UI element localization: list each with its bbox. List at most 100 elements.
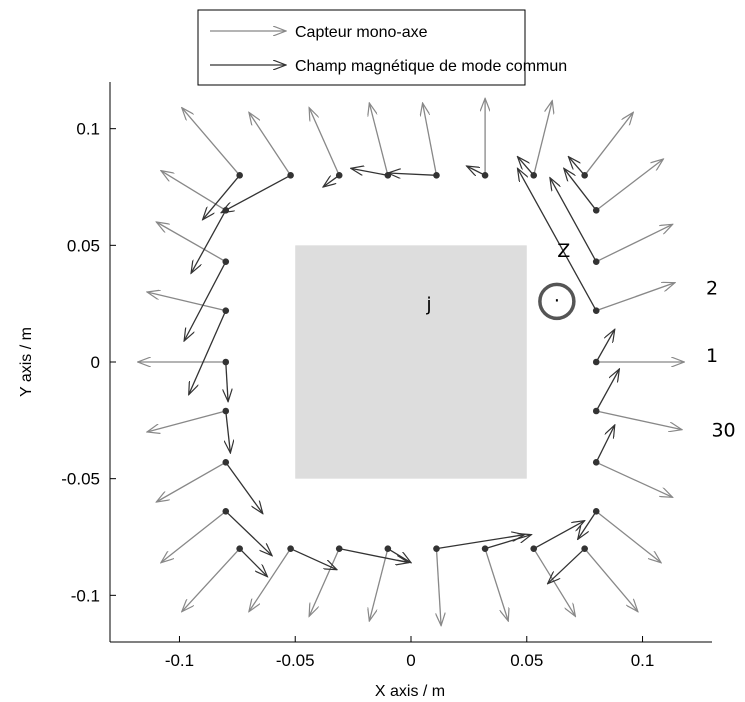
annotation-label: 1 <box>706 345 718 367</box>
x-tick-label: -0.1 <box>165 651 194 670</box>
sensor-axis-arrow <box>533 101 553 176</box>
sensor-point <box>592 207 600 214</box>
sensor-axis-arrow <box>161 171 227 211</box>
sensor-point <box>592 407 600 415</box>
sensor-axis-arrow <box>595 510 661 562</box>
common-mode-field-arrow <box>518 157 535 176</box>
sensor-axis-arrow <box>182 548 241 612</box>
sensor-axis-arrow <box>147 292 226 312</box>
sensor-point <box>236 545 243 552</box>
sensor-point <box>335 545 343 552</box>
sensor-point <box>222 207 230 214</box>
sensor-axis-arrow <box>249 548 292 612</box>
common-mode-field-arrow <box>323 174 340 187</box>
common-mode-field-arrow <box>203 174 241 219</box>
y-tick-label: 0.1 <box>76 120 100 139</box>
x-axis-label: X axis / m <box>375 683 445 700</box>
common-mode-field-arrow <box>191 210 227 273</box>
common-mode-field-arrow <box>221 174 291 212</box>
sensor-axis-arrow <box>596 283 675 312</box>
legend-box <box>197 9 526 86</box>
common-mode-field-arrow <box>595 425 615 463</box>
sensor-point <box>592 307 600 314</box>
y-axis-label: Y axis / m <box>18 327 35 397</box>
sensor-axis-arrow <box>436 548 441 626</box>
annotation-label: 2 <box>706 277 718 299</box>
field-arrows <box>184 157 619 584</box>
sensor-axis-arrow <box>484 548 508 621</box>
sensor-axis-arrow <box>147 410 226 432</box>
sensor-axis-arrow <box>584 548 638 612</box>
sensor-point <box>581 545 588 552</box>
sensor-axis-arrow <box>156 461 227 502</box>
legend: Capteur mono-axe Champ magnétique de mod… <box>197 9 567 86</box>
sensor-point <box>592 358 600 366</box>
region-square <box>295 245 527 479</box>
sensor-axis-arrow <box>369 548 389 621</box>
common-mode-field-arrow <box>339 548 408 563</box>
common-mode-field-arrow <box>548 548 586 584</box>
sensor-axis-arrow <box>161 510 227 562</box>
common-mode-field-arrow <box>226 410 231 453</box>
legend-entry-field: Champ magnétique de mode commun <box>295 58 567 75</box>
annotation-label: 30 <box>711 420 735 442</box>
y-tick-label: -0.05 <box>61 470 100 489</box>
annotation-label: . <box>554 284 560 306</box>
sensor-point <box>592 459 600 466</box>
common-mode-field-arrow <box>467 166 486 175</box>
common-mode-field-arrow <box>564 168 597 211</box>
sensor-point <box>287 172 294 179</box>
sensor-point <box>581 172 588 179</box>
sensor-point <box>222 307 230 314</box>
sensor-axis-arrow <box>182 108 241 176</box>
sensor-axis-arrow <box>156 222 227 263</box>
common-mode-field-arrow <box>225 461 263 513</box>
sensor-point <box>433 545 440 552</box>
sensor-point <box>287 545 294 552</box>
sensor-axis-arrow <box>595 461 672 497</box>
sensor-axis-arrow <box>595 224 672 263</box>
annotations: Z. 2 1 30 <box>554 240 736 442</box>
sensor-arrows <box>138 98 684 625</box>
sensor-point <box>530 172 538 179</box>
common-mode-field-arrow <box>568 157 586 176</box>
sensor-point <box>236 172 243 179</box>
common-mode-field-arrow <box>595 329 615 363</box>
sensor-points <box>222 172 600 552</box>
sensor-point <box>592 258 600 265</box>
sensor-point <box>222 258 230 265</box>
sensor-point <box>433 172 440 179</box>
sensor-axis-arrow <box>309 108 340 176</box>
common-mode-field-arrow <box>290 548 337 570</box>
common-mode-field-arrow <box>225 510 272 555</box>
y-ticks: -0.1 -0.05 0 0.05 0.1 <box>61 120 116 605</box>
x-tick-label: 0 <box>406 651 415 670</box>
sensor-point <box>384 545 392 552</box>
common-mode-field-arrow <box>184 261 227 341</box>
sensor-point <box>384 172 392 179</box>
sensor-axis-arrow <box>249 112 292 176</box>
sensor-point <box>222 358 230 366</box>
legend-entry-sensor: Capteur mono-axe <box>295 24 428 41</box>
sensor-point <box>335 172 343 179</box>
common-mode-field-arrow <box>578 510 597 539</box>
sensor-point <box>530 545 538 552</box>
sensor-axis-arrow <box>369 103 389 176</box>
common-mode-field-arrow <box>239 548 268 577</box>
sensor-axis-arrow <box>533 548 576 617</box>
common-mode-field-arrow <box>189 310 227 395</box>
sensor-point <box>222 459 230 466</box>
x-tick-label: 0.1 <box>631 651 655 670</box>
x-tick-label: 0.05 <box>510 651 543 670</box>
y-tick-label: -0.1 <box>71 586 100 605</box>
y-tick-label: 0.05 <box>67 236 100 255</box>
sensor-point <box>481 172 489 179</box>
sensor-point <box>222 508 230 515</box>
common-mode-field-arrow <box>595 369 619 412</box>
common-mode-field-arrow <box>351 168 388 176</box>
y-tick-label: 0 <box>91 353 100 372</box>
x-tick-label: -0.05 <box>276 651 315 670</box>
common-mode-field-arrow <box>388 173 437 175</box>
sensor-axis-arrow <box>584 112 634 176</box>
